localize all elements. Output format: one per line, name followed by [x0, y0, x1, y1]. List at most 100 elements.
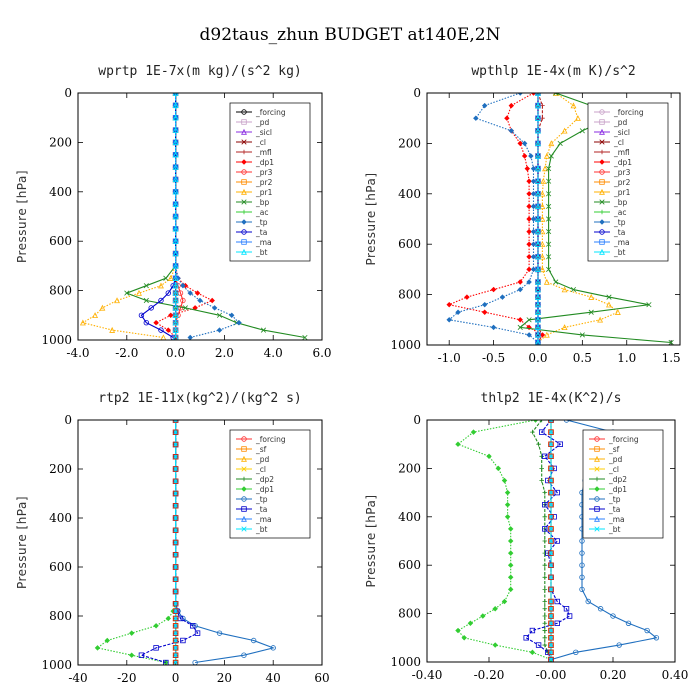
point-pr1	[561, 324, 568, 331]
y-tick-label: 600	[49, 560, 72, 574]
point-bt	[173, 659, 179, 665]
y-tick-label: 200	[398, 461, 421, 475]
legend-label-forcing: _forcing	[608, 435, 639, 444]
point-dp2	[542, 599, 548, 604]
point-forcing	[172, 527, 179, 533]
point-tp	[517, 93, 523, 96]
x-tick-label: 6.0	[312, 346, 331, 360]
legend-marker	[241, 119, 247, 125]
point-bt	[173, 608, 179, 614]
point-dp1	[495, 465, 502, 472]
point-dp2	[542, 620, 548, 626]
series-line-pr1	[81, 93, 177, 339]
point-bt	[548, 502, 554, 508]
legend-label-ma: _ma	[255, 238, 272, 247]
legend-marker	[594, 436, 600, 442]
point-forcing	[548, 635, 554, 641]
point-bp	[526, 317, 532, 323]
legend-marker	[241, 219, 247, 225]
plot-area-wpthlp	[446, 93, 674, 345]
legend-marker	[241, 496, 247, 502]
x-tick-label: 20	[217, 671, 232, 685]
point-ta	[542, 526, 548, 532]
point-dp1	[104, 637, 111, 644]
point-bp	[546, 216, 552, 222]
point-bt	[535, 140, 541, 147]
legend-label-bt: _bt	[608, 525, 621, 534]
legend-label-pr2: _pr2	[255, 178, 273, 187]
point-dp1	[539, 332, 546, 338]
point-dp1	[530, 93, 537, 96]
point-forcing	[172, 637, 179, 644]
point-ta	[557, 441, 563, 447]
y-tick-label: 400	[398, 187, 421, 201]
point-dp2	[542, 635, 548, 641]
y-tick-label: 400	[49, 185, 72, 199]
point-bt	[535, 165, 541, 172]
point-dp1	[526, 203, 532, 210]
y-tick-label: 200	[49, 135, 72, 149]
point-tp	[528, 153, 534, 159]
point-forcing	[172, 564, 179, 570]
point-tp	[250, 637, 257, 644]
point-forcing	[172, 454, 179, 460]
point-bt	[172, 326, 179, 333]
y-tick-label: 1000	[41, 333, 72, 347]
point-forcing	[172, 552, 179, 558]
point-tp	[530, 266, 537, 273]
point-pr1	[542, 165, 549, 172]
point-dp1	[507, 550, 514, 556]
point-dp1	[507, 526, 514, 532]
point-ta	[180, 637, 186, 644]
point-bt	[535, 152, 541, 159]
legend-label-bt: _bt	[613, 248, 626, 257]
point-tp	[573, 649, 579, 656]
legend-marker	[599, 229, 605, 235]
x-tick-label: 0	[172, 671, 180, 685]
point-ta	[554, 620, 560, 626]
legend-label-mfl: _mfl	[255, 148, 272, 157]
point-bt	[172, 319, 179, 326]
point-bt	[172, 114, 179, 121]
point-tp	[446, 317, 452, 323]
legend-marker	[599, 188, 605, 195]
point-forcing	[172, 503, 179, 509]
y-tick-label: 400	[398, 510, 421, 524]
point-pr1	[158, 282, 164, 289]
point-bt	[548, 642, 554, 648]
point-dp2	[542, 575, 548, 580]
point-forcing	[172, 576, 179, 582]
plot-area-wprtp	[79, 93, 308, 340]
point-bp	[553, 93, 559, 96]
legend-label-ta: _ta	[608, 505, 620, 514]
point-bt	[173, 527, 179, 533]
x-tick-label: 40	[266, 671, 281, 685]
point-bt	[173, 503, 179, 509]
point-bt	[173, 637, 179, 644]
legend-marker	[599, 119, 605, 125]
point-bt	[173, 588, 179, 595]
point-tp	[481, 102, 488, 109]
point-tp	[625, 620, 632, 626]
point-bt	[548, 465, 554, 471]
point-dp2	[542, 514, 548, 520]
point-bt	[172, 102, 179, 109]
point-bp	[546, 229, 552, 235]
point-bt	[535, 293, 541, 300]
point-bp	[546, 254, 552, 260]
point-forcing	[548, 429, 554, 435]
panel-title-wprtp: wprtp 1E-7x(m kg)/(s^2 kg)	[98, 64, 302, 79]
point-dp1	[486, 453, 492, 460]
point-bp	[548, 153, 554, 159]
point-bt	[535, 93, 541, 96]
legend-marker	[241, 159, 247, 165]
point-bp	[260, 327, 267, 333]
point-forcing	[548, 562, 554, 568]
point-dp2	[539, 466, 544, 471]
point-bt	[172, 176, 179, 183]
point-bt	[172, 139, 179, 146]
point-dp1	[526, 178, 532, 184]
point-bt	[548, 441, 554, 447]
point-bt	[172, 289, 179, 296]
legend-marker	[599, 209, 605, 215]
